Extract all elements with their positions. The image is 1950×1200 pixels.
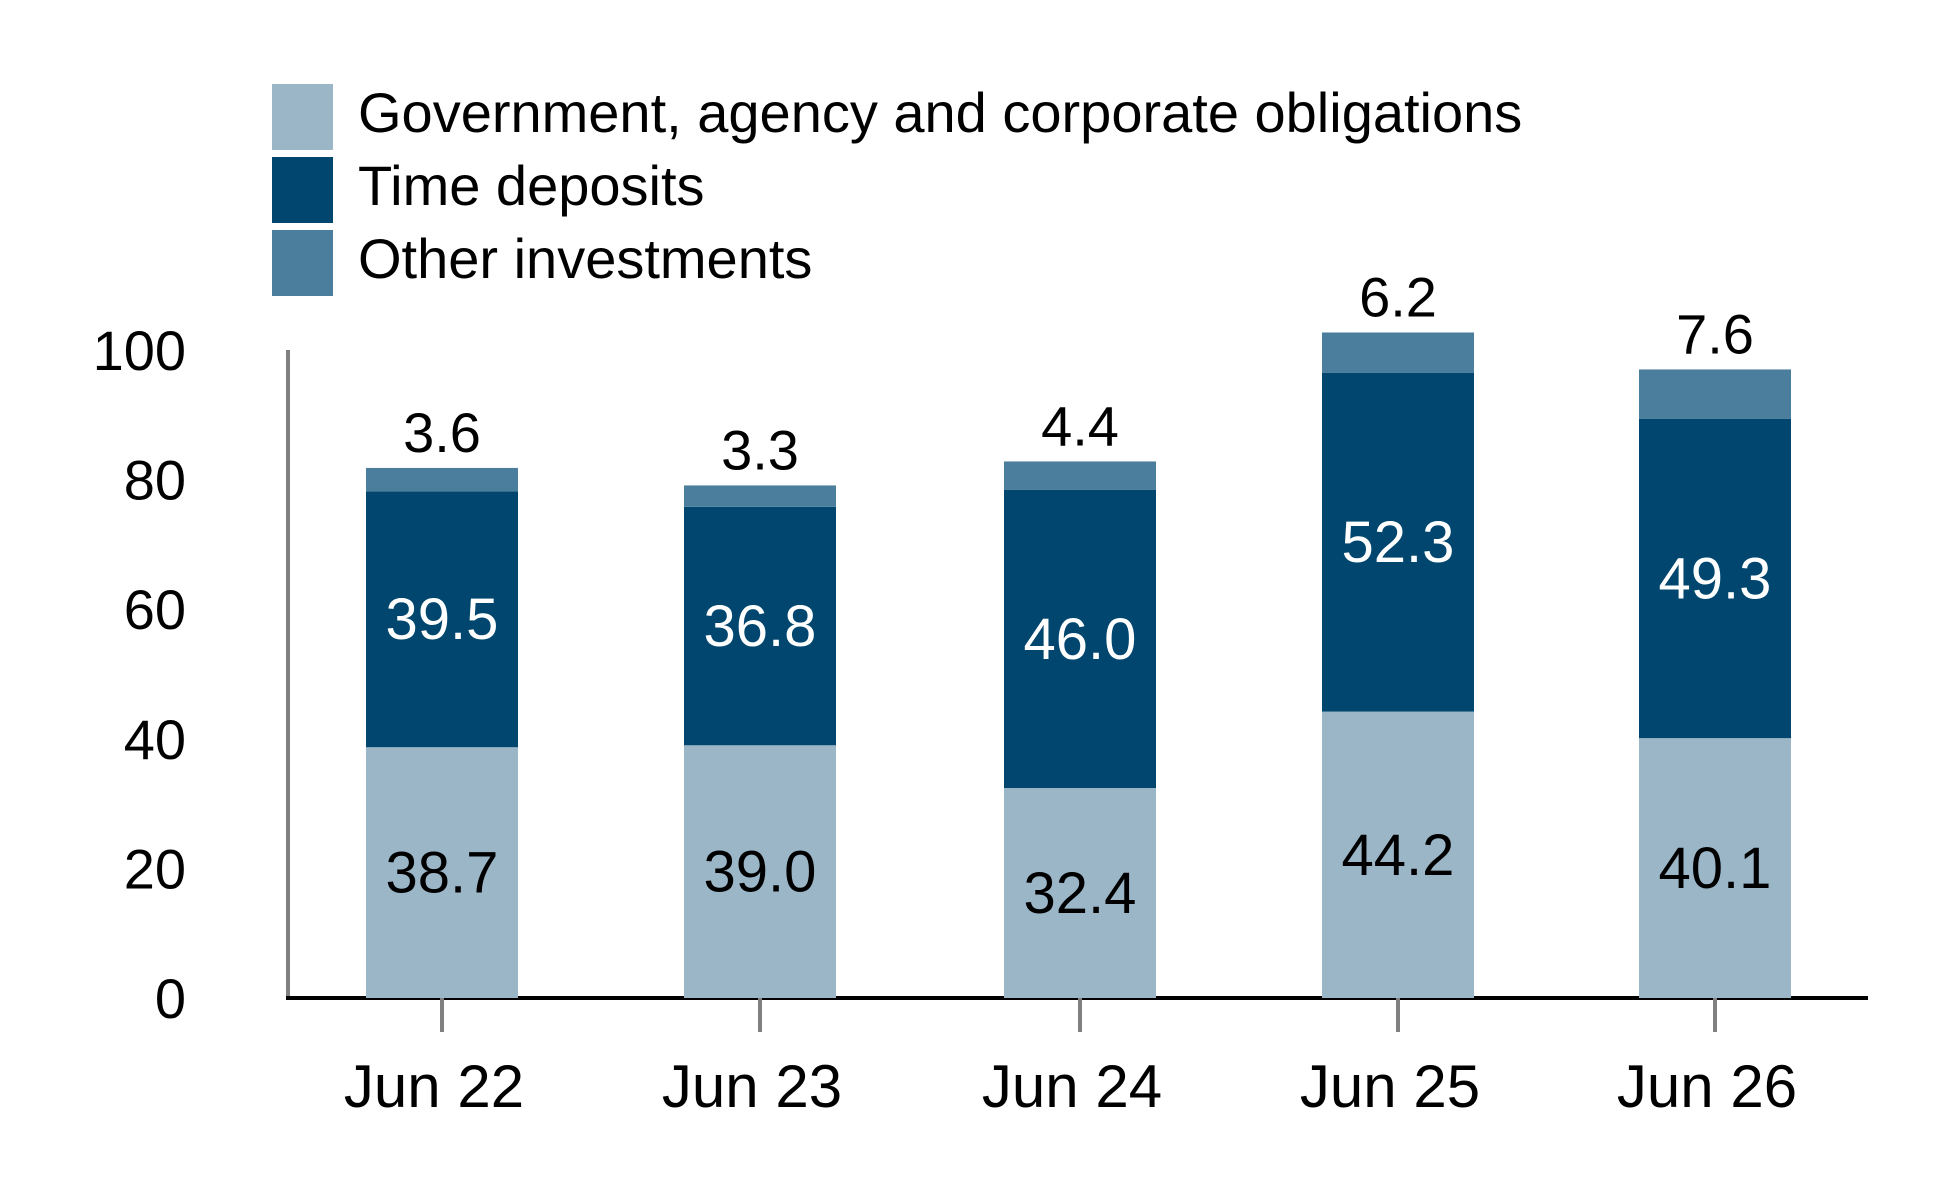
data-label-jun-24-other-investments: 4.4: [1041, 394, 1119, 457]
bar-jun-24-time-deposits: [1004, 489, 1156, 789]
data-label-jun-24-government-agency-and-corporate-obligations: 32.4: [1024, 861, 1137, 926]
x-tick-label-jun-25: Jun 25: [1300, 1053, 1480, 1120]
data-label-jun-22-other-investments: 3.6: [403, 401, 481, 464]
legend-label-other-investments: Other investments: [358, 227, 812, 290]
bar-jun-25-time-deposits: [1322, 372, 1474, 712]
bar-jun-22-other-investments: [366, 467, 518, 492]
bar-jun-25-other-investments: [1322, 332, 1474, 373]
data-label-jun-26-other-investments: 7.6: [1676, 302, 1754, 365]
data-label-jun-26-time-deposits: 49.3: [1659, 546, 1772, 611]
y-axis: 0 20 40 60 80 100: [93, 319, 290, 1030]
bar-jun-24-other-investments: [1004, 461, 1156, 490]
x-tick-label-jun-22: Jun 22: [344, 1053, 524, 1120]
y-tick-label-0: 0: [155, 967, 186, 1030]
x-tick-label-jun-23: Jun 23: [662, 1053, 842, 1120]
bar-jun-25-government-agency-and-corporate-obligations: [1322, 711, 1474, 998]
y-tick-label-40: 40: [124, 708, 186, 771]
legend-swatch-government-agency-and-corporate-obligations: [272, 84, 333, 150]
x-tick-label-jun-24: Jun 24: [982, 1053, 1162, 1120]
data-label-jun-22-time-deposits: 39.5: [386, 587, 499, 652]
data-label-jun-25-government-agency-and-corporate-obligations: 44.2: [1342, 823, 1455, 888]
bar-jun-23-government-agency-and-corporate-obligations: [684, 745, 836, 998]
legend-swatch-other-investments: [272, 230, 333, 296]
bar-jun-26-government-agency-and-corporate-obligations: [1639, 738, 1791, 998]
bar-jun-22-time-deposits: [366, 491, 518, 748]
x-tick-label-jun-26: Jun 26: [1617, 1053, 1797, 1120]
legend: Government, agency and corporate obligat…: [272, 81, 1522, 296]
y-tick-label-100: 100: [93, 319, 186, 382]
bar-jun-22-government-agency-and-corporate-obligations: [366, 747, 518, 998]
y-tick-label-80: 80: [124, 449, 186, 512]
bar-jun-24-government-agency-and-corporate-obligations: [1004, 788, 1156, 998]
data-label-jun-23-government-agency-and-corporate-obligations: 39.0: [704, 840, 817, 905]
data-label-jun-23-other-investments: 3.3: [721, 418, 799, 481]
data-label-jun-24-time-deposits: 46.0: [1024, 607, 1137, 672]
bars: [366, 332, 1791, 998]
data-label-jun-25-other-investments: 6.2: [1359, 266, 1437, 329]
y-tick-label-60: 60: [124, 578, 186, 641]
bar-jun-26-time-deposits: [1639, 418, 1791, 739]
legend-label-government-agency-and-corporate-obligations: Government, agency and corporate obligat…: [358, 81, 1522, 144]
data-label-jun-23-time-deposits: 36.8: [704, 594, 817, 659]
y-tick-label-20: 20: [124, 837, 186, 900]
bar-jun-23-other-investments: [684, 485, 836, 507]
data-label-jun-22-government-agency-and-corporate-obligations: 38.7: [386, 841, 499, 906]
legend-swatch-time-deposits: [272, 157, 333, 223]
data-label-jun-26-government-agency-and-corporate-obligations: 40.1: [1659, 836, 1772, 901]
data-labels: 38.7 39.5 3.6 39.0 36.8 3.3 32.4 46.0 4.4 44.2 52.…: [386, 266, 1772, 927]
bar-jun-23-time-deposits: [684, 506, 836, 746]
x-axis: Jun 22 Jun 23 Jun 24 Jun 25 Jun 26: [286, 996, 1868, 1120]
bar-jun-26-other-investments: [1639, 369, 1791, 419]
legend-label-time-deposits: Time deposits: [358, 154, 705, 217]
data-label-jun-25-time-deposits: 52.3: [1342, 510, 1455, 575]
